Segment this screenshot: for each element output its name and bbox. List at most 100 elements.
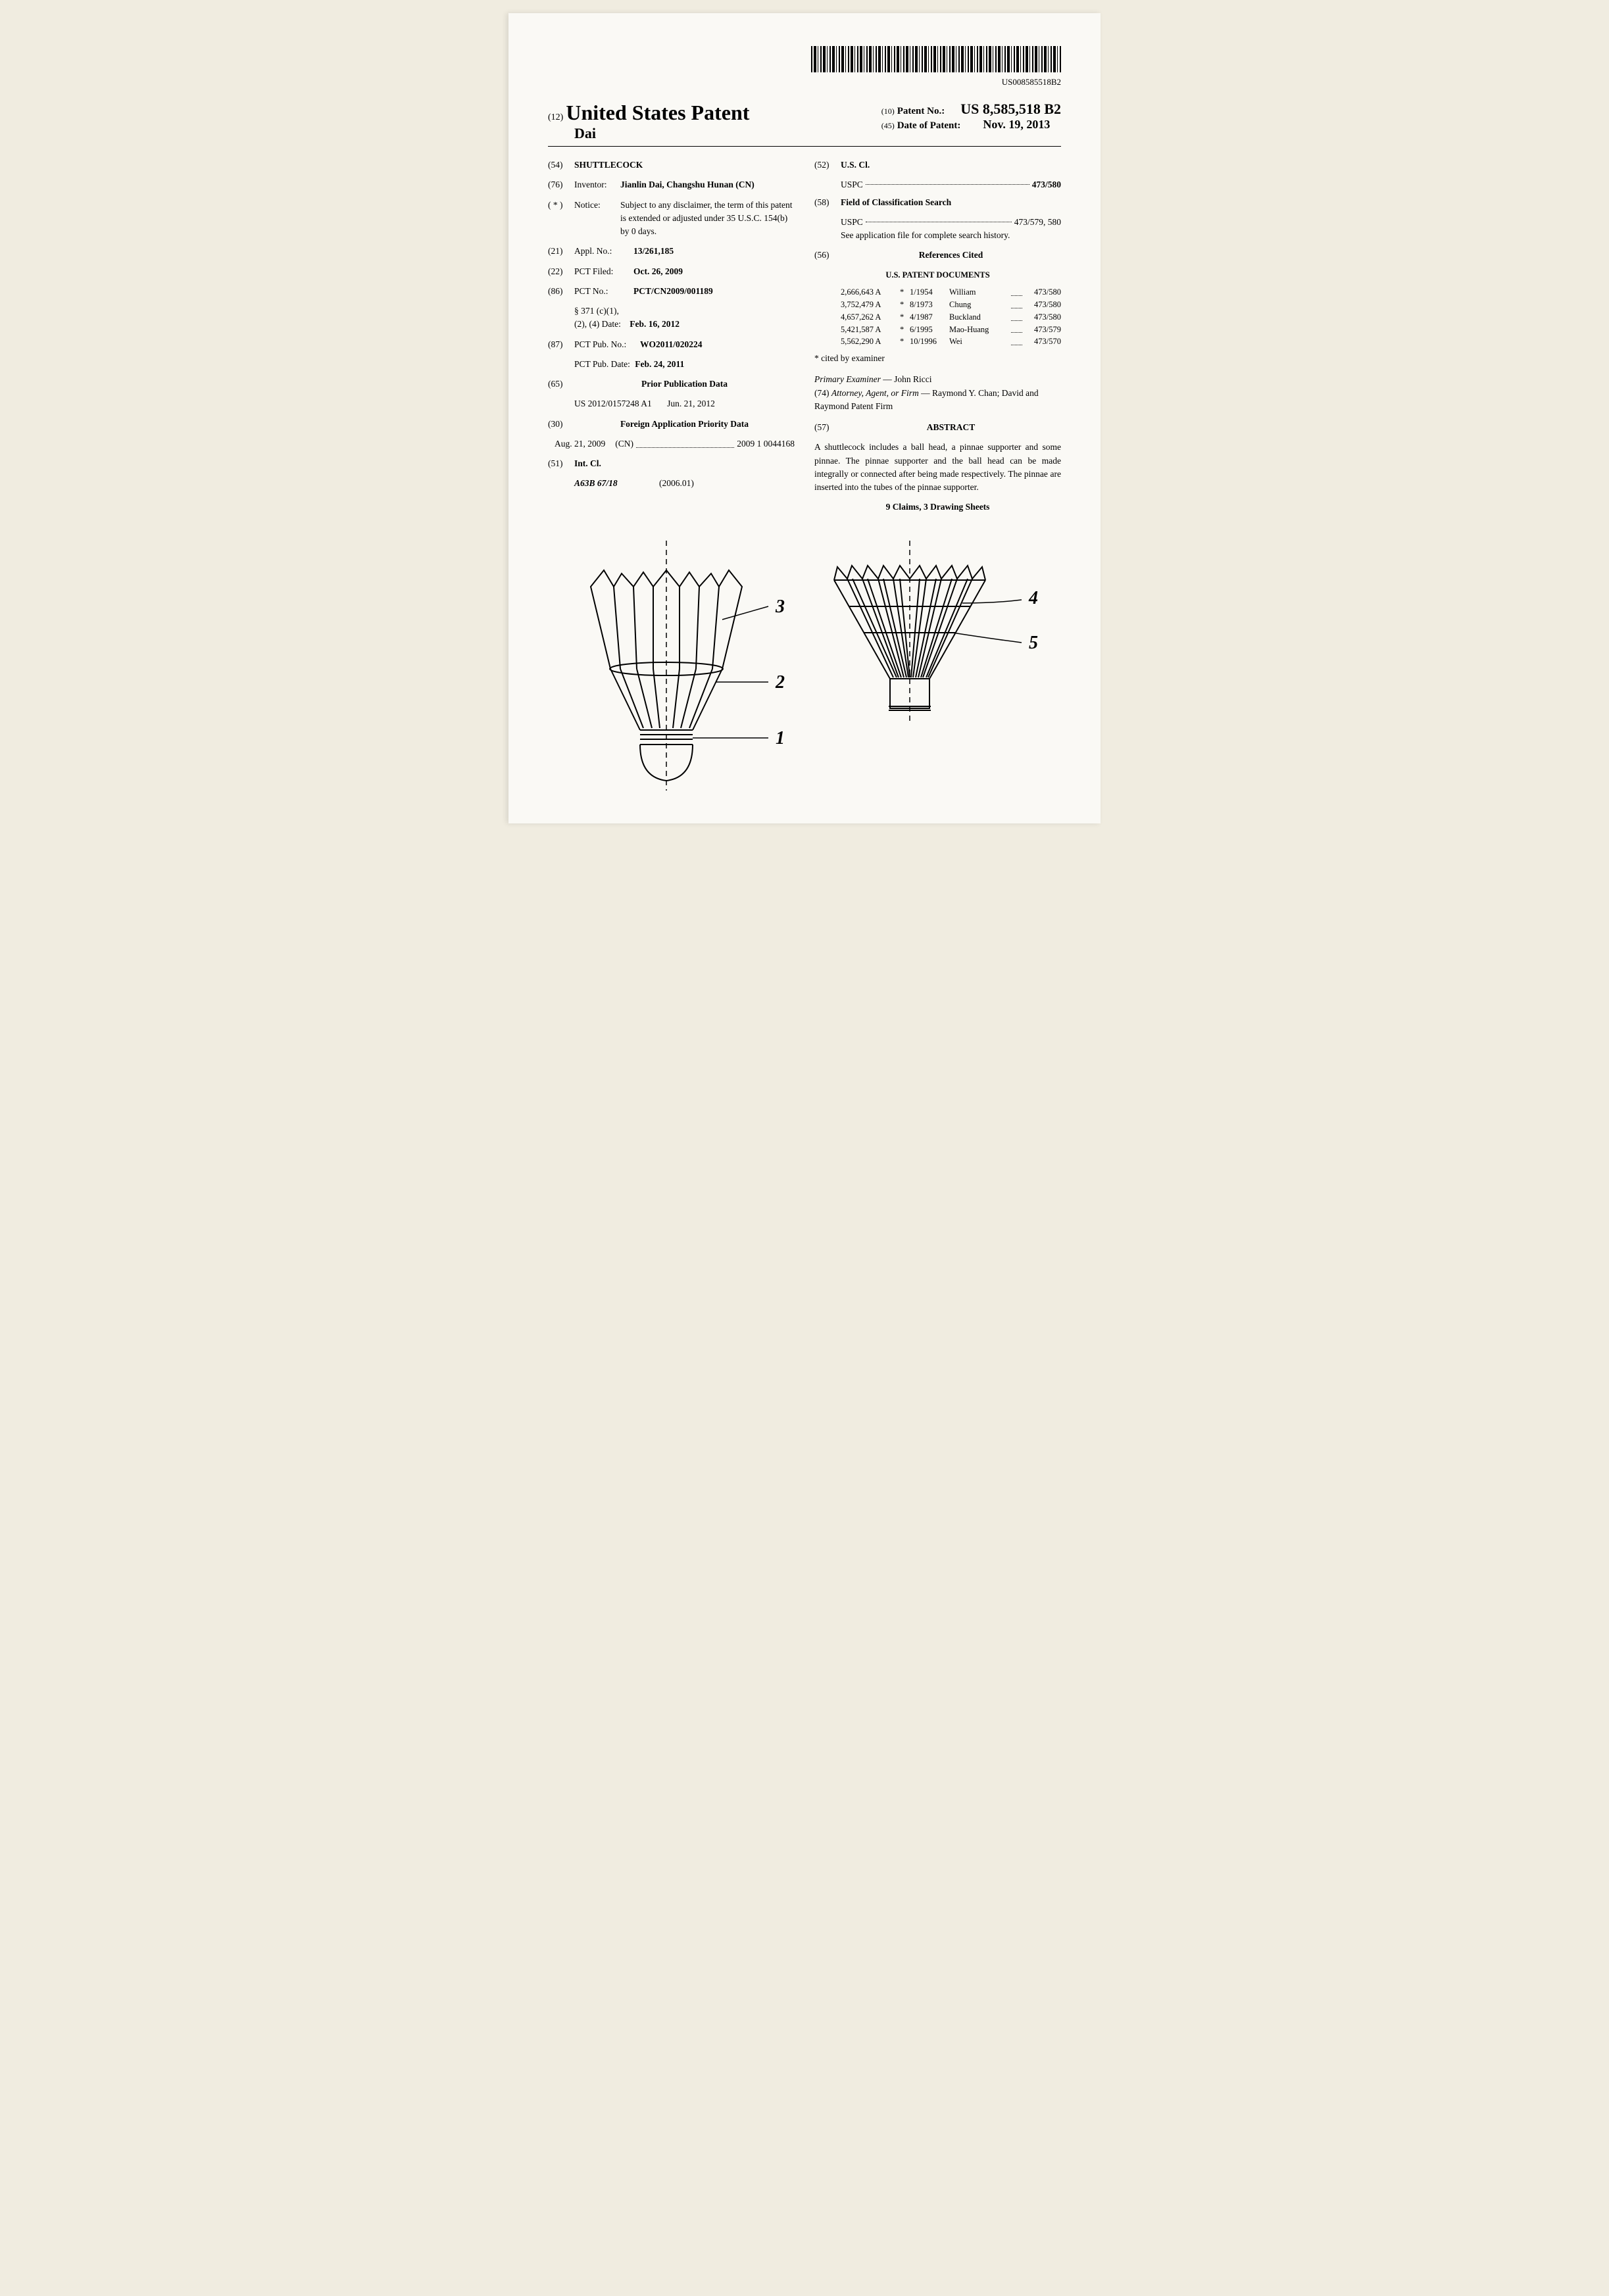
dotted-line [866, 184, 1029, 185]
field-search-num: (58) [814, 196, 841, 209]
figure-2: 4 5 [811, 541, 1035, 791]
notice-field: ( * ) Notice: Subject to any disclaimer,… [548, 199, 795, 239]
invention-title: SHUTTLECOCK [574, 159, 643, 172]
field-search-field: (58) Field of Classification Search [814, 196, 1061, 209]
header: (12) United States Patent Dai (10) Paten… [548, 101, 1061, 147]
pct-pub-label: PCT Pub. No.: [574, 338, 640, 351]
pct-filed-num: (22) [548, 265, 574, 278]
prior-pub-date: Jun. 21, 2012 [667, 399, 715, 408]
patent-no-num: (10) [881, 107, 895, 116]
date-value: Nov. 19, 2013 [983, 118, 1050, 131]
refs-field: (56) References Cited [814, 249, 1061, 262]
foreign-id: 2009 1 0044168 [737, 437, 795, 451]
appl-value: 13/261,185 [633, 245, 674, 258]
pct-no-num: (86) [548, 285, 574, 298]
appl-label: Appl. No.: [574, 245, 633, 258]
abstract-title: ABSTRACT [841, 421, 1061, 434]
fig1-label-3: 3 [776, 597, 785, 618]
notice-label: Notice: [574, 199, 620, 239]
patent-page: US008585518B2 (12) United States Patent … [508, 13, 1101, 823]
ref-row: 2,666,643 A * 1/1954 William 473/580 [841, 286, 1061, 299]
attorney-label: Attorney, Agent, or Firm [831, 388, 919, 398]
uspc-line: USPC 473/580 [841, 178, 1061, 191]
examiner-name: John Ricci [894, 374, 931, 384]
abstract-field: (57) ABSTRACT [814, 421, 1061, 434]
prior-pub-line: US 2012/0157248 A1 Jun. 21, 2012 [574, 397, 795, 410]
drawings: 3 2 1 [548, 541, 1061, 791]
uspc-value: 473/580 [1032, 178, 1061, 191]
uspc-label: USPC [841, 178, 863, 191]
foreign-title: Foreign Application Priority Data [574, 418, 795, 431]
int-cl-year: (2006.01) [659, 478, 694, 488]
field-uspc-line: USPC 473/579, 580 [841, 216, 1061, 229]
pct-no-value: PCT/CN2009/001189 [633, 285, 713, 298]
shuttlecock-figure-2 [811, 541, 1035, 738]
field-uspc-label: USPC [841, 216, 863, 229]
fig1-label-2: 2 [776, 672, 785, 693]
claims-text: 9 Claims, 3 Drawing Sheets [814, 501, 1061, 514]
pct-no-field: (86) PCT No.: PCT/CN2009/001189 [548, 285, 795, 298]
abstract-num: (57) [814, 421, 841, 434]
barcode [811, 46, 1061, 72]
foreign-line: Aug. 21, 2009 (CN) 2009 1 0044168 [555, 437, 795, 451]
pct-pub-num: (87) [548, 338, 574, 351]
shuttlecock-figure-1 [574, 541, 785, 791]
foreign-num: (30) [548, 418, 574, 431]
barcode-text: US008585518B2 [548, 77, 1061, 87]
pct-371-line: § 371 (c)(1), [574, 305, 795, 318]
refs-title: References Cited [841, 249, 1061, 262]
field-note: See application file for complete search… [841, 229, 1061, 242]
us-cl-label: U.S. Cl. [841, 159, 870, 172]
prior-pub-field: (65) Prior Publication Data [548, 378, 795, 391]
left-column: (54) SHUTTLECOCK (76) Inventor: Jianlin … [548, 159, 795, 514]
pct-filed-field: (22) PCT Filed: Oct. 26, 2009 [548, 265, 795, 278]
pct-pub-date-value: Feb. 24, 2011 [635, 359, 684, 369]
cited-note: * cited by examiner [814, 352, 1061, 365]
patent-no-value: US 8,585,518 B2 [960, 101, 1061, 117]
pct-pub-field: (87) PCT Pub. No.: WO2011/020224 [548, 338, 795, 351]
right-column: (52) U.S. Cl. USPC 473/580 (58) Field of… [814, 159, 1061, 514]
fig2-label-5: 5 [1029, 633, 1038, 654]
field-uspc-value: 473/579, 580 [1014, 216, 1061, 229]
us-cl-num: (52) [814, 159, 841, 172]
references-table: 2,666,643 A * 1/1954 William 473/580 3,7… [841, 286, 1061, 348]
int-cl-code: A63B 67/18 [574, 478, 618, 488]
fig2-label-4: 4 [1029, 588, 1038, 609]
pct-filed-value: Oct. 26, 2009 [633, 265, 683, 278]
examiner-line: Primary Examiner — John Ricci [814, 373, 1061, 386]
refs-subtitle: U.S. PATENT DOCUMENTS [814, 269, 1061, 281]
prior-pub-num: (65) [548, 378, 574, 391]
pct-filed-label: PCT Filed: [574, 265, 633, 278]
title-num: (54) [548, 159, 574, 172]
ref-row: 4,657,262 A * 4/1987 Buckland 473/580 [841, 311, 1061, 324]
inventor-value: Jianlin Dai, Changshu Hunan (CN) [620, 178, 755, 191]
header-right: (10) Patent No.: US 8,585,518 B2 (45) Da… [881, 101, 1061, 142]
attorney-line: (74) Attorney, Agent, or Firm — Raymond … [814, 387, 1061, 414]
inventor-field: (76) Inventor: Jianlin Dai, Changshu Hun… [548, 178, 795, 191]
date-num: (45) [881, 121, 895, 130]
pct-pub-value: WO2011/020224 [640, 338, 703, 351]
ref-row: 3,752,479 A * 8/1973 Chung 473/580 [841, 299, 1061, 311]
int-cl-line: A63B 67/18 (2006.01) [574, 477, 795, 490]
prior-pub-id: US 2012/0157248 A1 [574, 399, 652, 408]
columns: (54) SHUTTLECOCK (76) Inventor: Jianlin … [548, 159, 1061, 514]
int-cl-field: (51) Int. Cl. [548, 457, 795, 470]
patent-no-label: Patent No.: [897, 106, 945, 116]
ref-row: 5,562,290 A * 10/1996 Wei 473/570 [841, 335, 1061, 348]
date-label: Date of Patent: [897, 120, 961, 131]
doc-type-num: (12) [548, 112, 563, 122]
inventor-label: Inventor: [574, 178, 620, 191]
foreign-date: Aug. 21, 2009 [555, 437, 605, 451]
ref-row: 5,421,587 A * 6/1995 Mao-Huang 473/579 [841, 324, 1061, 336]
patent-title: United States Patent [566, 101, 749, 124]
notice-num: ( * ) [548, 199, 574, 239]
header-left: (12) United States Patent Dai [548, 101, 749, 142]
foreign-field: (30) Foreign Application Priority Data [548, 418, 795, 431]
appl-field: (21) Appl. No.: 13/261,185 [548, 245, 795, 258]
refs-num: (56) [814, 249, 841, 262]
pct-371-date-value: Feb. 16, 2012 [630, 319, 680, 329]
foreign-country: (CN) [615, 437, 633, 451]
int-cl-num: (51) [548, 457, 574, 470]
figure-1: 3 2 1 [574, 541, 785, 791]
us-cl-field: (52) U.S. Cl. [814, 159, 1061, 172]
